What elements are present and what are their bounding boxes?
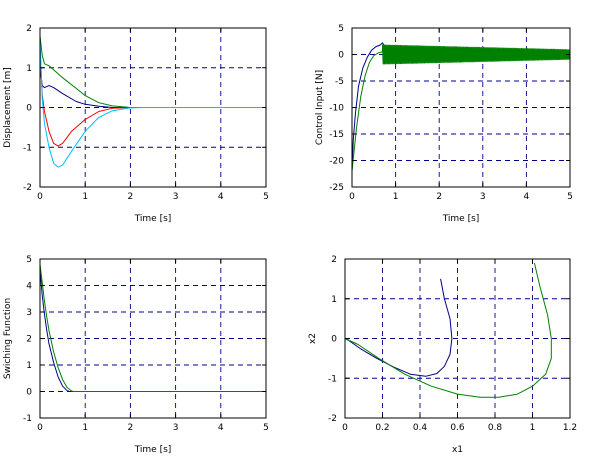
displacement-xtick-label: 0 [37,192,43,202]
control-input-ytick-label: -5 [335,77,344,87]
displacement-series-3-line [39,47,266,147]
control-input-xtick-label: 0 [349,192,355,202]
displacement-ytick-label: -2 [23,183,32,193]
displacement-xtick-label: 5 [263,192,269,202]
switching-function-ytick-label: -1 [23,414,32,424]
control-input-ytick-label: 5 [338,24,344,34]
switching-function-xtick-label: 1 [82,423,88,433]
control-input-xtick-label: 4 [524,192,530,202]
phase-portrait-ytick-label: -2 [328,414,337,424]
control-input-series-2-line [351,44,570,172]
switching-function-xtick-label: 5 [263,423,269,433]
phase-portrait-ytick-label: -1 [328,374,337,384]
phase-portrait-xtick-label: 1.2 [563,423,577,433]
control-input-ytick-label: -15 [329,130,344,140]
phase-portrait-xtick-label: 0.6 [450,423,465,433]
control-input-ytick-label: -25 [329,183,344,193]
switching-function-xtick-label: 2 [128,423,134,433]
displacement-series-4-line [39,39,266,168]
switching-function-plot: 0 1 2 3 4 5 -1 0 1 2 3 4 5 Time [s] Swiching Function [3,255,269,455]
phase-portrait-series-1-line [344,278,453,377]
phase-portrait-ytick-label: 1 [331,295,337,305]
control-input-ytick-label: 0 [338,51,344,61]
control-input-ylabel: Control Input [N] [315,70,325,145]
switching-function-ytick-label: 2 [26,335,32,345]
control-input-xlabel: Time [s] [442,214,480,224]
phase-portrait-xtick-label: 1 [530,423,536,433]
control-input-xtick-label: 1 [393,192,399,202]
control-input-plot: 0 1 2 3 4 5 -25 -20 -15 -10 -5 0 5 Time [s] Control In… [315,24,573,224]
displacement-xtick-label: 1 [82,192,88,202]
switching-function-ytick-label: 4 [26,282,32,292]
switching-function-ylabel: Swiching Function [3,298,13,379]
control-input-ytick-label: -10 [329,104,344,114]
displacement-ytick-label: 0 [26,104,32,114]
control-input-ytick-label: -20 [329,157,344,167]
phase-portrait-series-2-line [344,262,552,398]
displacement-xlabel: Time [s] [134,214,172,224]
displacement-ytick-label: 2 [26,24,32,34]
phase-portrait-xtick-label: 0.8 [488,423,503,433]
switching-function-ytick-label: 5 [26,255,32,265]
phase-portrait-xtick-label: 0.4 [413,423,428,433]
displacement-ytick-label: -1 [23,143,32,153]
switching-function-xlabel: Time [s] [134,445,172,455]
switching-function-ytick-label: 1 [26,361,32,371]
displacement-xtick-label: 2 [128,192,134,202]
phase-portrait-xtick-label: 0.2 [375,423,389,433]
displacement-xtick-label: 3 [173,192,179,202]
control-input-xtick-label: 2 [436,192,442,202]
switching-function-xtick-label: 3 [173,423,179,433]
phase-portrait-ytick-label: 2 [331,255,337,265]
switching-function-series-1-line [39,269,266,392]
phase-portrait-ylabel: x2 [308,333,318,344]
phase-portrait-ytick-label: 0 [331,335,337,345]
displacement-plot: 0 1 2 3 4 5 -2 -1 0 1 2 Time [s] Displacement [m] [3,24,269,224]
displacement-xtick-label: 4 [218,192,224,202]
switching-function-xtick-label: 4 [218,423,224,433]
switching-function-xtick-label: 0 [37,423,43,433]
switching-function-series-2-line [39,264,266,392]
switching-function-ytick-label: 0 [26,388,32,398]
displacement-ytick-label: 1 [26,64,32,74]
displacement-ylabel: Displacement [m] [3,67,13,148]
switching-function-ytick-label: 3 [26,308,32,318]
control-input-xtick-label: 5 [567,192,573,202]
phase-portrait-xlabel: x1 [452,445,463,455]
phase-portrait-plot: 0 0.2 0.4 0.6 0.8 1 1.2 -2 -1 0 1 2 x1 x2 [308,255,577,455]
control-input-xtick-label: 3 [480,192,486,202]
phase-portrait-xtick-label: 0 [342,423,348,433]
